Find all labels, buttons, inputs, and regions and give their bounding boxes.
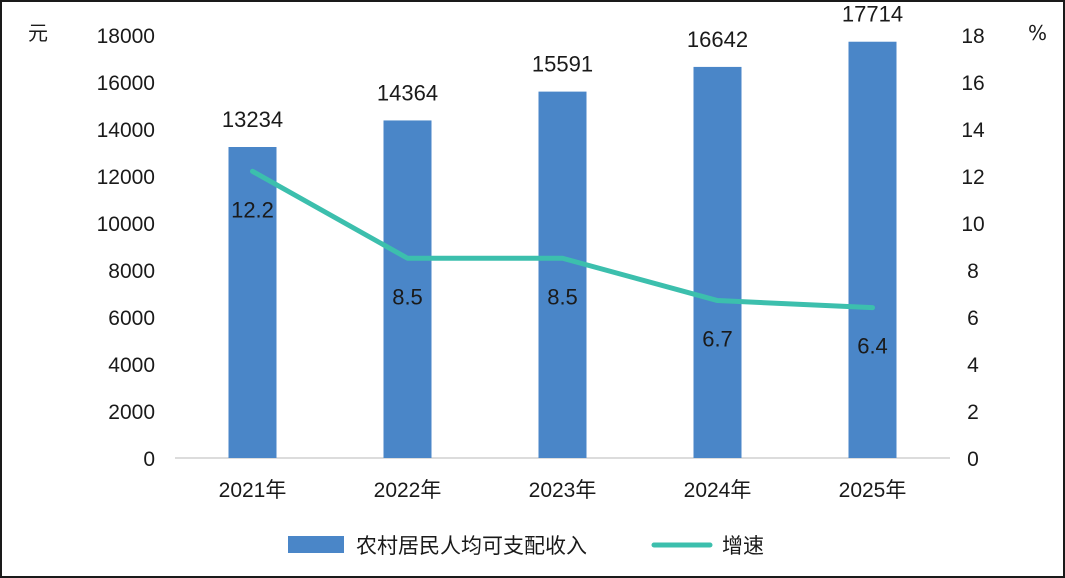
left-tick-label: 2000 <box>108 401 155 424</box>
left-tick-label: 10000 <box>97 213 155 236</box>
left-tick-label: 14000 <box>97 119 155 142</box>
left-tick-label: 4000 <box>108 354 155 377</box>
growth-value-label: 6.4 <box>857 334 888 359</box>
growth-value-label: 12.2 <box>231 197 274 222</box>
right-axis-unit: % <box>1028 21 1047 45</box>
growth-value-label: 6.7 <box>702 327 733 352</box>
income-bar <box>693 66 742 459</box>
growth-value-label: 8.5 <box>547 284 578 309</box>
right-tick-label: 0 <box>967 448 979 471</box>
left-tick-label: 16000 <box>97 72 155 95</box>
bar-value-label: 17714 <box>842 2 903 27</box>
right-tick-label: 12 <box>961 166 984 189</box>
right-tick-label: 14 <box>961 119 985 142</box>
income-bar <box>848 41 897 458</box>
x-category-label: 2024年 <box>684 479 752 502</box>
right-tick-label: 4 <box>967 354 979 377</box>
left-axis-unit: 元 <box>28 21 48 45</box>
growth-rate-line <box>250 168 875 311</box>
right-tick-label: 2 <box>967 401 979 424</box>
bar-value-label: 16642 <box>687 27 748 52</box>
legend-bar-label: 农村居民人均可支配收入 <box>356 534 587 558</box>
x-category-label: 2022年 <box>374 479 442 502</box>
x-category-label: 2021年 <box>219 479 287 502</box>
x-category-label: 2025年 <box>839 479 907 502</box>
left-tick-label: 0 <box>143 448 155 471</box>
growth-value-label: 8.5 <box>392 284 423 309</box>
right-tick-label: 18 <box>961 25 984 48</box>
legend: 农村居民人均可支配收入 增速 <box>288 534 764 558</box>
left-tick-label: 12000 <box>97 166 155 189</box>
legend-line-label: 增速 <box>722 534 764 558</box>
left-tick-label: 6000 <box>108 307 155 330</box>
income-bar <box>383 120 432 459</box>
bar-value-label: 14364 <box>377 80 438 105</box>
right-tick-label: 6 <box>967 307 979 330</box>
right-tick-label: 10 <box>961 213 984 236</box>
bar-value-label: 13234 <box>222 107 283 132</box>
x-category-label: 2023年 <box>529 479 597 502</box>
income-bar <box>538 91 587 458</box>
left-tick-label: 18000 <box>97 25 155 48</box>
right-tick-label: 8 <box>967 260 979 283</box>
income-bar <box>228 147 277 458</box>
legend-bar-swatch <box>288 536 344 553</box>
left-tick-label: 8000 <box>108 260 155 283</box>
bar-value-label: 15591 <box>532 52 593 77</box>
right-tick-label: 16 <box>961 72 984 95</box>
